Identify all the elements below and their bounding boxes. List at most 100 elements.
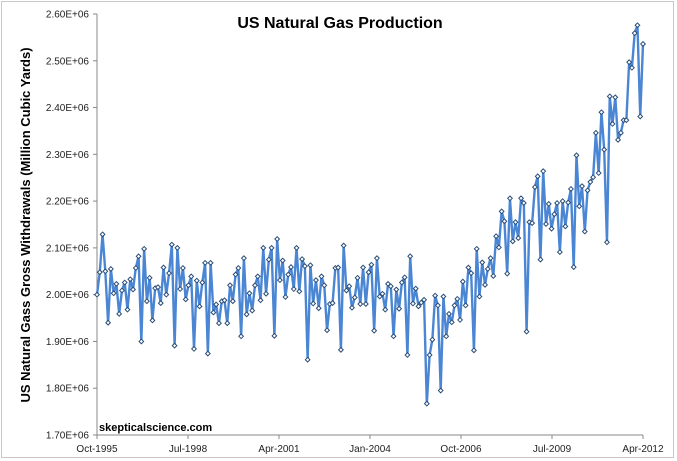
data-point	[576, 203, 583, 210]
data-point	[249, 307, 256, 314]
data-point	[520, 199, 527, 206]
data-point	[462, 302, 469, 309]
data-point	[135, 253, 142, 260]
data-point	[185, 282, 192, 289]
data-point	[603, 239, 610, 246]
data-point	[96, 269, 103, 276]
data-point	[595, 170, 602, 177]
data-point	[127, 276, 134, 283]
data-point	[573, 152, 580, 159]
data-point	[404, 352, 411, 359]
data-point	[199, 279, 206, 286]
data-point	[565, 199, 572, 206]
data-point	[227, 282, 234, 289]
data-point	[312, 277, 319, 284]
data-point	[579, 183, 586, 190]
y-tick-label: 1.90E+06	[46, 337, 90, 348]
data-point	[337, 346, 344, 353]
data-point	[210, 309, 217, 316]
data-point	[240, 255, 247, 262]
data-point	[324, 327, 331, 334]
data-point	[224, 320, 231, 327]
data-point	[251, 282, 258, 289]
data-point	[263, 290, 270, 297]
data-point	[368, 261, 375, 268]
data-point	[504, 270, 511, 277]
data-point	[429, 336, 436, 343]
data-point	[470, 347, 477, 354]
data-point	[612, 94, 619, 101]
data-point	[637, 113, 644, 120]
data-point	[615, 136, 622, 143]
data-point	[193, 277, 200, 284]
data-point	[238, 333, 245, 340]
data-point	[415, 303, 422, 310]
data-point	[166, 270, 173, 277]
data-point	[506, 195, 513, 202]
data-point	[340, 242, 347, 249]
data-point	[545, 200, 552, 207]
data-point	[99, 231, 106, 238]
data-point	[202, 259, 209, 266]
data-point	[617, 129, 624, 136]
data-point	[168, 241, 175, 248]
y-tick-label: 1.80E+06	[46, 384, 90, 395]
data-point	[639, 40, 647, 47]
data-point	[567, 185, 574, 192]
data-point	[357, 301, 364, 308]
data-point	[623, 117, 630, 124]
data-point	[141, 245, 148, 252]
watermark: skepticalscience.com	[99, 422, 212, 434]
data-point	[130, 286, 137, 293]
data-point	[243, 311, 250, 318]
data-point	[354, 274, 361, 281]
data-point	[534, 173, 541, 180]
data-point	[268, 244, 275, 251]
data-point	[448, 319, 455, 326]
y-tick-label: 2.60E+06	[46, 10, 90, 21]
x-tick-label: Apr-2001	[258, 444, 300, 455]
data-point	[124, 306, 131, 313]
data-point	[143, 298, 150, 305]
data-point	[523, 328, 530, 335]
data-point	[257, 297, 264, 304]
data-point	[149, 317, 156, 324]
data-point	[390, 333, 397, 340]
data-point	[293, 244, 300, 251]
data-point	[288, 264, 295, 271]
data-point	[310, 300, 317, 307]
data-point	[321, 282, 328, 289]
data-point	[254, 273, 261, 280]
data-point	[459, 278, 466, 285]
data-point	[437, 387, 444, 394]
data-point	[315, 305, 322, 312]
series-line	[95, 24, 645, 405]
y-axis-title: US Natural Gass Gross Withdrawals (Milli…	[18, 47, 33, 402]
data-point	[423, 400, 430, 407]
data-point	[407, 253, 414, 260]
data-point	[246, 290, 253, 297]
data-point	[160, 264, 167, 271]
data-point	[493, 233, 500, 240]
data-point	[626, 59, 633, 66]
data-point	[401, 274, 408, 281]
data-point	[105, 319, 112, 326]
data-point	[132, 264, 139, 272]
data-point	[468, 270, 475, 277]
data-point	[107, 265, 114, 272]
data-point	[454, 295, 461, 302]
data-point	[154, 284, 161, 291]
data-point	[457, 316, 464, 323]
data-point	[260, 244, 267, 251]
data-point	[371, 327, 378, 334]
data-point	[396, 305, 403, 312]
data-point	[118, 287, 125, 294]
y-tick-label: 2.00E+06	[46, 290, 90, 301]
data-point	[482, 281, 489, 288]
y-tick-label: 2.40E+06	[46, 103, 90, 114]
data-point	[296, 288, 303, 295]
data-point	[421, 296, 428, 303]
data-point	[235, 264, 242, 272]
data-point	[606, 93, 613, 100]
data-point	[174, 244, 181, 251]
